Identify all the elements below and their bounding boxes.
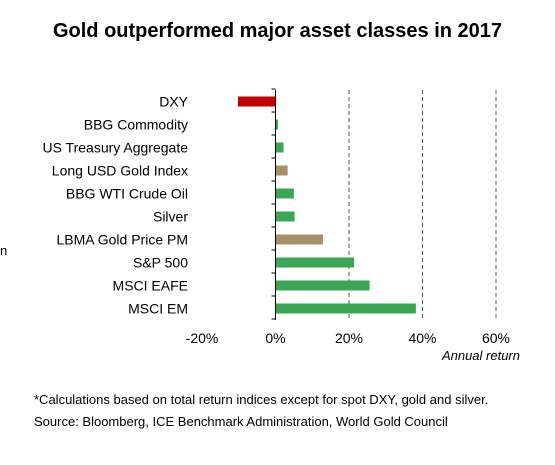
x-tick-label: 60% [482, 330, 510, 346]
bars [238, 96, 416, 314]
category-labels: DXY BBG Commodity US Treasury Aggregate Lon… [42, 94, 188, 317]
x-axis-label: Annual return [441, 348, 520, 363]
bar [275, 165, 288, 176]
category-label: MSCI EAFE [113, 278, 188, 294]
category-label: LBMA Gold Price PM [57, 232, 189, 248]
grid-lines [348, 90, 497, 320]
x-tick-label: 40% [408, 330, 436, 346]
category-label: US Treasury Aggregate [42, 140, 188, 156]
bar [275, 211, 295, 222]
bar [275, 234, 323, 245]
category-label: DXY [159, 94, 188, 110]
bar [275, 303, 416, 314]
chart-title: Gold outperformed major asset classes in… [52, 20, 503, 42]
category-label: Silver [153, 209, 188, 225]
x-tick-label: 20% [335, 330, 363, 346]
footnote: *Calculations based on total return indi… [34, 392, 489, 407]
category-label: S&P 500 [133, 255, 188, 271]
bar [275, 142, 284, 153]
category-label: BBG Commodity [84, 117, 188, 133]
bar [275, 188, 294, 199]
category-label: Long USD Gold Index [52, 163, 188, 179]
bar [275, 257, 355, 268]
source-note: Source: Bloomberg, ICE Benchmark Adminis… [34, 414, 448, 429]
bar [238, 96, 276, 107]
clipped-text-fragment: n [0, 243, 8, 258]
bar [275, 280, 370, 291]
x-tick-labels: -20% 0% 20% 40% 60% [186, 88, 510, 346]
x-tick-label: -20% [186, 330, 219, 346]
category-label: BBG WTI Crude Oil [66, 186, 188, 202]
bar [275, 119, 279, 130]
category-label: MSCI EM [128, 301, 188, 317]
x-tick-label: 0% [265, 330, 285, 346]
